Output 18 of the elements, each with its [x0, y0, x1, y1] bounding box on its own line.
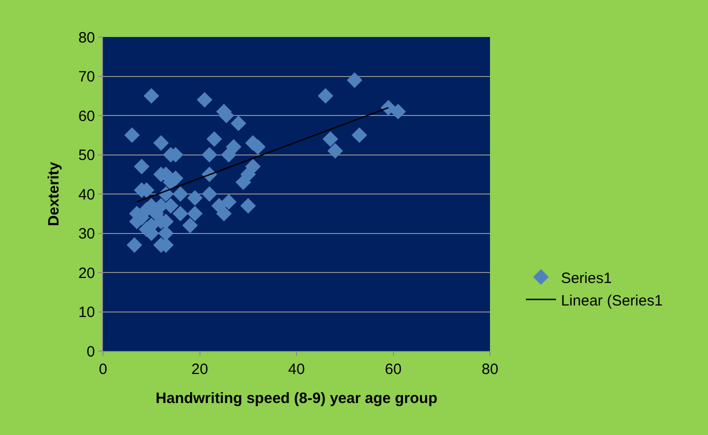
x-tick-label: 80 — [482, 361, 498, 378]
y-axis-title: Dexterity — [46, 161, 63, 226]
y-tick-label: 10 — [78, 304, 95, 321]
y-tick-label: 30 — [78, 226, 95, 242]
y-tick-label: 0 — [86, 343, 95, 360]
y-tick-label: 70 — [78, 68, 95, 86]
x-tick-label: 0 — [98, 361, 108, 378]
y-tick-label: 60 — [78, 108, 95, 125]
x-tick-label: 60 — [384, 361, 402, 378]
legend-label: Series1 — [560, 270, 612, 287]
y-tick-label: 80 — [78, 29, 95, 46]
x-axis-title: Handwriting speed (8-9) year age group — [156, 390, 438, 407]
x-tick-label: 40 — [288, 361, 305, 378]
y-tick-label: 20 — [78, 264, 95, 282]
legend-label: Linear (Series1 — [560, 292, 663, 310]
x-tick-label: 20 — [191, 361, 208, 378]
y-tick-label: 50 — [78, 147, 95, 164]
y-tick-label: 40 — [78, 186, 95, 204]
